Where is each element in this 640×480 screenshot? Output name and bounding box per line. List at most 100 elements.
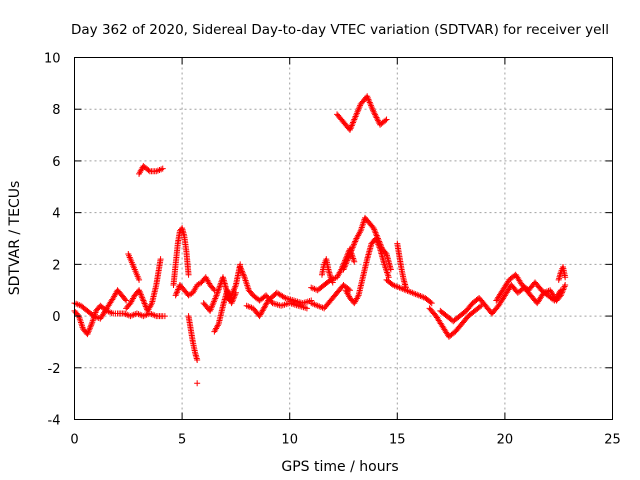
trace-marker — [85, 328, 92, 335]
data-point — [84, 331, 91, 338]
grid-lines — [74, 57, 613, 420]
trace-marker — [232, 291, 239, 298]
trace-marker — [352, 236, 359, 243]
trace-marker — [371, 228, 378, 235]
trace-marker — [141, 300, 148, 307]
trace-marker — [372, 113, 379, 120]
x-tick-label: 15 — [389, 433, 406, 448]
data-point — [136, 287, 143, 294]
data-point — [123, 297, 130, 304]
trace-marker — [173, 290, 180, 297]
data-point — [161, 313, 168, 320]
trace-marker — [560, 284, 567, 291]
trace-marker — [175, 286, 182, 293]
trace-marker — [427, 299, 434, 306]
plot-border — [74, 57, 613, 420]
trace-marker — [561, 283, 568, 290]
data-point — [140, 297, 147, 304]
data-point — [232, 289, 239, 296]
y-tick-label: 4 — [52, 207, 60, 222]
data-points — [71, 93, 569, 387]
trace-marker — [347, 250, 354, 257]
trace-marker — [556, 288, 563, 295]
y-tick-label: 2 — [52, 258, 60, 273]
trace-marker — [346, 251, 353, 258]
data-point — [372, 235, 379, 242]
trace-marker — [352, 238, 359, 245]
data-point — [340, 266, 347, 273]
trace-marker — [229, 297, 236, 304]
x-axis-label: GPS time / hours — [281, 459, 398, 475]
trace-marker — [122, 296, 129, 303]
trace-marker — [344, 257, 351, 264]
trace-marker — [371, 110, 378, 117]
trace-marker — [372, 229, 379, 236]
trace-marker — [345, 254, 352, 261]
trace-marker — [139, 294, 146, 301]
x-tick-label: 20 — [497, 433, 514, 448]
data-point — [159, 165, 166, 172]
trace-marker — [210, 285, 217, 292]
x-tick-label: 0 — [70, 433, 78, 448]
trace-marker — [375, 242, 382, 249]
x-tick-label: 5 — [178, 433, 186, 448]
trace-marker — [372, 111, 379, 118]
trace-marker — [86, 326, 93, 333]
trace-marker — [347, 125, 354, 132]
trace-marker — [238, 266, 245, 273]
trace-marker — [231, 292, 238, 299]
axis-ticks: 0 5 10 15 20 25 -4 -2 0 2 4 6 8 10 — [44, 52, 621, 448]
trace-marker — [142, 301, 149, 308]
y-tick-label: 6 — [52, 155, 60, 170]
trace-marker — [350, 118, 357, 125]
trace-marker — [137, 291, 144, 298]
data-point — [228, 300, 235, 307]
trace-marker — [240, 271, 247, 278]
data-point — [346, 126, 353, 133]
data-point — [194, 380, 201, 387]
trace-marker — [343, 259, 350, 266]
trace-marker — [349, 120, 356, 127]
y-tick-label: 8 — [52, 103, 60, 118]
trace-marker — [145, 167, 152, 174]
data-point — [402, 284, 409, 291]
trace-marker — [229, 298, 236, 305]
data-point — [562, 274, 569, 281]
trace-marker — [88, 322, 95, 329]
trace-marker — [239, 269, 246, 276]
data-point — [370, 108, 377, 115]
data-point — [303, 305, 310, 312]
trace-marker — [373, 114, 380, 121]
trace-marker — [476, 303, 483, 310]
data-point — [194, 357, 201, 364]
trace-marker — [376, 244, 383, 251]
trace-marker — [231, 294, 238, 301]
trace-marker — [346, 253, 353, 260]
trace-marker — [237, 265, 244, 272]
x-tick-label: 25 — [604, 433, 621, 448]
x-tick-label: 10 — [281, 433, 298, 448]
trace-marker — [348, 123, 355, 130]
trace-marker — [375, 241, 382, 248]
trace-marker — [240, 272, 247, 279]
trace-marker — [85, 329, 92, 336]
trace-marker — [137, 290, 144, 297]
y-axis-label: SDTVAR / TECUs — [7, 181, 23, 296]
trace-marker — [139, 296, 146, 303]
data-point — [172, 292, 179, 299]
trace-marker — [349, 244, 356, 251]
trace-marker — [350, 119, 357, 126]
trace-marker — [109, 296, 116, 303]
data-point — [157, 256, 164, 263]
data-point — [136, 276, 143, 283]
data-point — [557, 287, 564, 294]
trace-marker — [86, 325, 93, 332]
trace-marker — [374, 238, 381, 245]
trace-marker — [350, 241, 357, 248]
trace-marker — [350, 242, 357, 249]
data-point — [237, 263, 244, 270]
y-tick-label: -2 — [48, 362, 61, 377]
trace-marker — [230, 295, 237, 302]
